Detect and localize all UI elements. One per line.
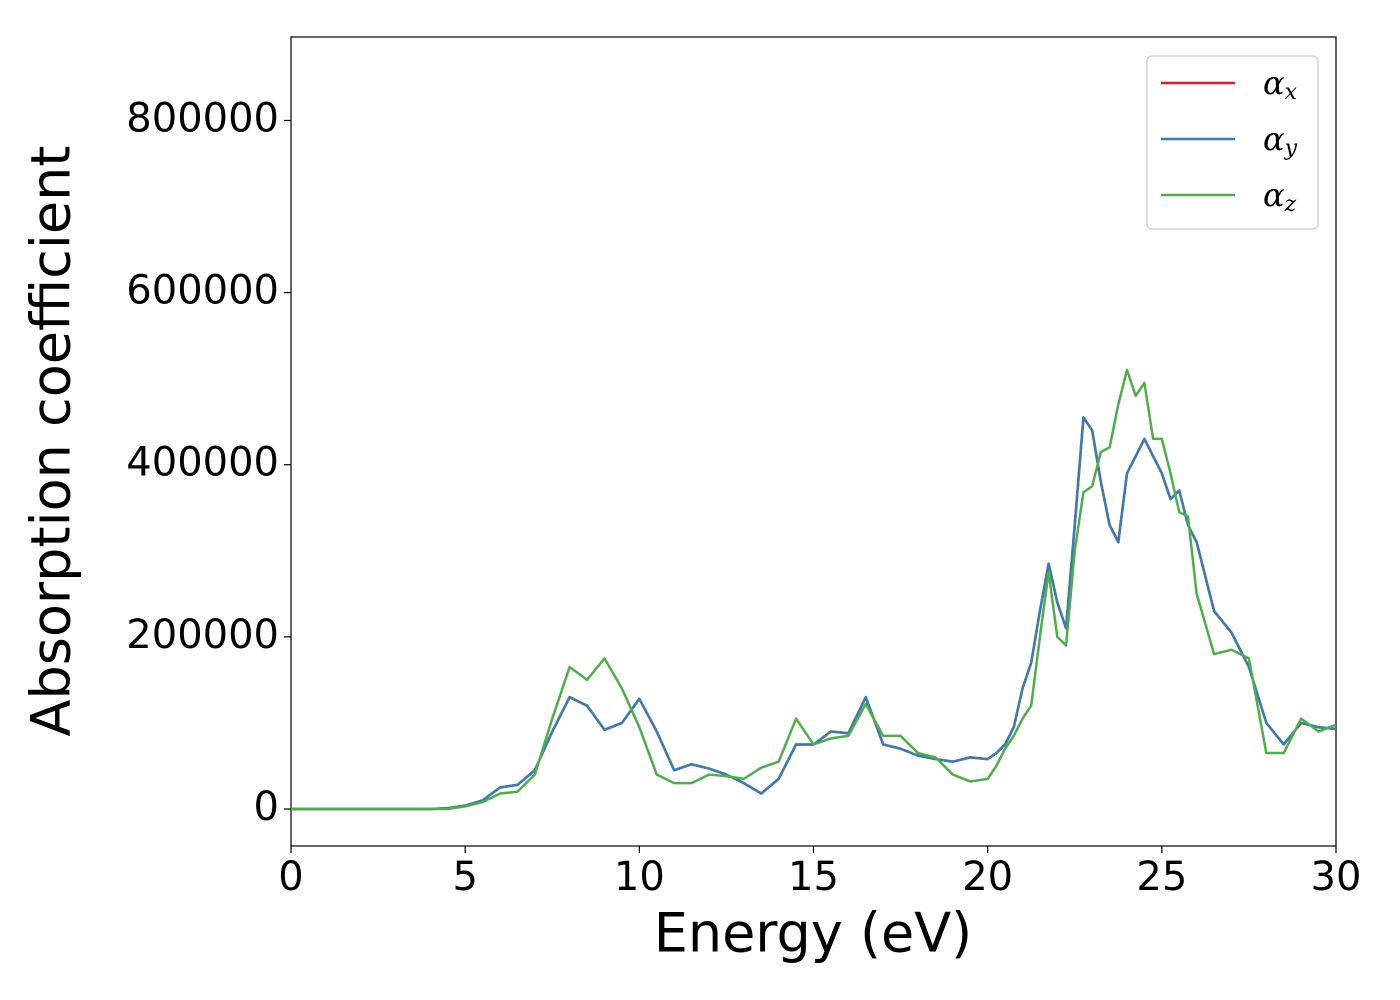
y-tick-label: 0 bbox=[254, 784, 279, 830]
legend-box bbox=[1146, 55, 1319, 230]
y-tick-label: 400000 bbox=[126, 440, 279, 486]
legend-label: αy bbox=[1263, 120, 1298, 162]
x-tick-label: 20 bbox=[962, 854, 1013, 900]
y-tick-label: 600000 bbox=[126, 268, 279, 314]
legend-label: αz bbox=[1263, 176, 1297, 218]
series-line bbox=[291, 416, 1336, 811]
y-axis-label: Absorption coefficient bbox=[20, 146, 83, 737]
series-line bbox=[291, 416, 1336, 811]
x-tick-label: 5 bbox=[452, 854, 477, 900]
x-tick-label: 10 bbox=[614, 854, 665, 900]
x-axis-label: Energy (eV) bbox=[654, 902, 973, 965]
x-tick-label: 30 bbox=[1311, 854, 1362, 900]
y-tick-label: 200000 bbox=[126, 612, 279, 658]
x-tick-label: 15 bbox=[788, 854, 839, 900]
y-tick-label: 800000 bbox=[126, 95, 279, 141]
series-line bbox=[291, 368, 1336, 811]
x-tick-label: 25 bbox=[1136, 854, 1187, 900]
x-tick-label: 0 bbox=[278, 854, 303, 900]
legend-label: αx bbox=[1263, 64, 1298, 106]
